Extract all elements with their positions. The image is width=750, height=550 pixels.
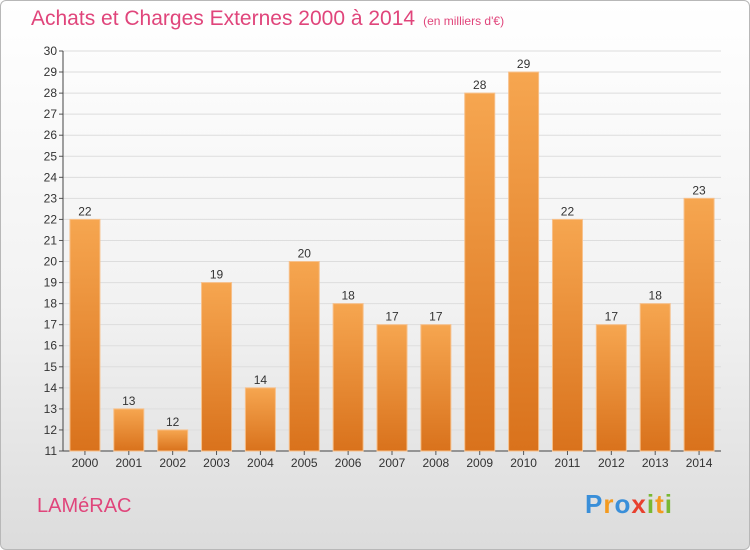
commune-name: LAMéRAC [37, 495, 132, 517]
bar [595, 324, 627, 452]
y-tick-label: 27 [44, 107, 58, 121]
x-tick-label: 2009 [466, 456, 493, 470]
bar-value-label: 17 [429, 310, 443, 324]
y-tick-label: 19 [44, 276, 58, 290]
chart-title: Achats et Charges Externes 2000 à 2014 (e… [31, 7, 504, 31]
x-tick-label: 2001 [115, 456, 142, 470]
bar-value-label: 29 [517, 57, 531, 71]
y-tick-label: 18 [44, 297, 58, 311]
x-tick-label: 2014 [686, 456, 713, 470]
x-tick-label: 2012 [598, 456, 625, 470]
x-tick-label: 2008 [423, 456, 450, 470]
x-tick-label: 2005 [291, 456, 318, 470]
y-tick-label: 22 [44, 212, 58, 226]
bar-value-label: 20 [298, 247, 312, 261]
bar-value-label: 17 [385, 310, 399, 324]
x-tick-label: 2007 [379, 456, 406, 470]
logo-letter: P [585, 489, 604, 519]
y-tick-label: 28 [44, 86, 58, 100]
chart-title-text: Achats et Charges Externes 2000 à 2014 [31, 7, 416, 30]
logo-letter: o [614, 489, 632, 519]
bar [639, 303, 671, 452]
x-tick-label: 2004 [247, 456, 274, 470]
bar [376, 324, 408, 452]
bar [683, 197, 715, 452]
bar [244, 387, 276, 452]
logo-letter: i [664, 489, 673, 519]
bar-value-label: 22 [561, 204, 575, 218]
bar-value-label: 22 [78, 204, 92, 218]
bar-value-label: 14 [254, 373, 268, 387]
y-tick-label: 24 [44, 170, 58, 184]
bar-value-label: 19 [210, 268, 224, 282]
bar [201, 282, 233, 452]
bar-value-label: 23 [692, 183, 706, 197]
logo-letter: x [631, 489, 647, 519]
bar [551, 218, 583, 452]
bar-value-label: 28 [473, 78, 487, 92]
x-tick-label: 2010 [510, 456, 537, 470]
chart-subtitle: (en milliers d'€) [423, 14, 505, 28]
y-tick-label: 29 [44, 65, 58, 79]
logo-letter: r [603, 489, 615, 519]
y-tick-label: 25 [44, 149, 58, 163]
y-tick-label: 21 [44, 233, 58, 247]
y-tick-label: 23 [44, 191, 58, 205]
y-tick-label: 15 [44, 360, 58, 374]
bar [464, 92, 496, 452]
x-tick-label: 2011 [555, 456, 581, 470]
bar [113, 408, 145, 452]
bar [288, 261, 320, 452]
x-tick-label: 2013 [642, 456, 669, 470]
y-tick-label: 14 [44, 381, 58, 395]
bar-value-label: 17 [605, 310, 619, 324]
y-tick-label: 11 [45, 444, 58, 458]
bar-value-label: 18 [649, 289, 663, 303]
y-tick-label: 17 [44, 318, 58, 332]
bar [508, 71, 540, 452]
x-tick-label: 2003 [203, 456, 230, 470]
bar-value-label: 13 [122, 394, 136, 408]
y-tick-label: 12 [44, 423, 58, 437]
y-tick-label: 26 [44, 128, 58, 142]
y-tick-label: 13 [44, 402, 58, 416]
proxiti-logo[interactable]: Proxiti [585, 489, 673, 520]
x-tick-label: 2000 [72, 456, 99, 470]
y-tick-label: 20 [44, 255, 58, 269]
bar [420, 324, 452, 452]
logo-letter: t [655, 489, 665, 519]
y-tick-label: 16 [44, 339, 58, 353]
bar [332, 303, 364, 452]
y-tick-label: 30 [44, 44, 58, 58]
logo-letter: i [646, 489, 656, 519]
x-tick-label: 2002 [159, 456, 186, 470]
bar-value-label: 12 [166, 415, 180, 429]
bar [69, 218, 101, 452]
x-tick-label: 2006 [335, 456, 362, 470]
bar-value-label: 18 [341, 289, 355, 303]
bar [157, 429, 189, 452]
